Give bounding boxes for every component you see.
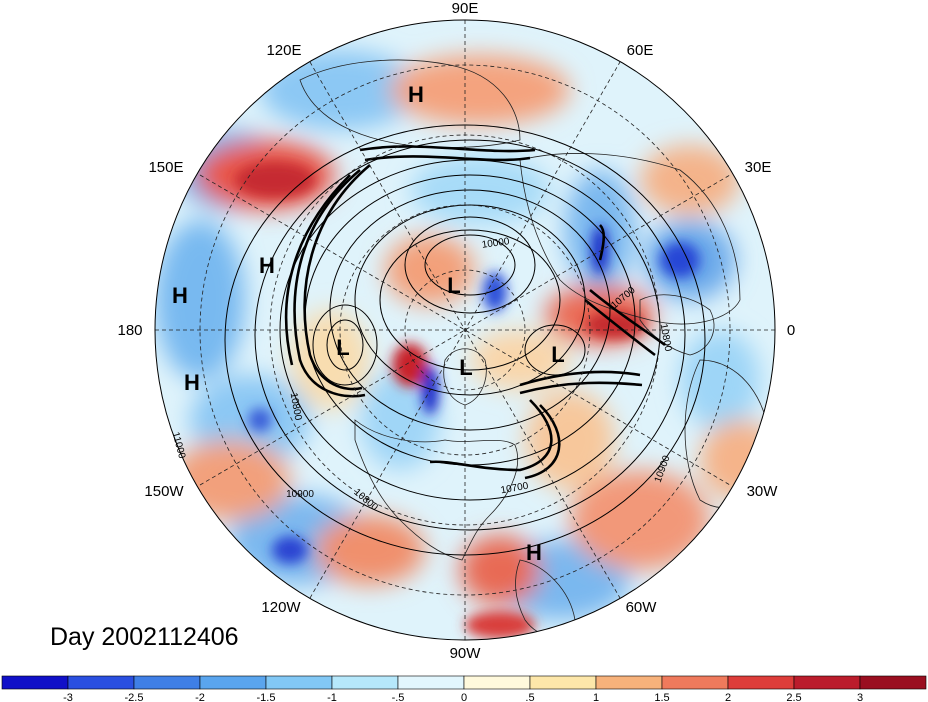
colorbar-swatch (727, 675, 795, 690)
colorbar-tick-label: 1 (593, 692, 599, 702)
colorbar-swatch (331, 675, 399, 690)
map-title: Day 2002112406 (50, 623, 239, 651)
colorbar-tick-label: 2.5 (786, 692, 801, 702)
colorbar-swatch (529, 675, 597, 690)
lon-label-90w: 90W (450, 645, 482, 662)
lon-label-90e: 90E (452, 0, 479, 17)
pressure-centers: H H H H H L L L L (172, 82, 565, 565)
colorbar-swatch (67, 675, 135, 690)
colorbar-tick-label: 3 (857, 692, 863, 702)
pressure-center-high: H (408, 82, 424, 107)
colorbar-tick-label: .5 (525, 692, 534, 702)
coast-asia (299, 59, 521, 148)
pressure-center-high: H (259, 253, 275, 278)
lon-label-120w: 120W (261, 599, 301, 616)
longitude-labels: 90E 120E 60E 150E 30E 180 0 150W 30W 120… (117, 0, 795, 662)
colorbar-tick-label: 2 (725, 692, 731, 702)
colorbar-tick-label: -1.5 (257, 692, 276, 702)
pressure-center-high: H (172, 283, 188, 308)
pressure-center-low: L (551, 342, 564, 367)
coast-eurasia (519, 153, 741, 325)
colorbar-tick-label: -1 (327, 692, 337, 702)
colorbar-swatch (595, 675, 663, 690)
pressure-center-high: H (526, 540, 542, 565)
contour-label: 10700 (500, 481, 530, 497)
colorbar-swatch (397, 675, 465, 690)
colorbar-tick-label: -3 (63, 692, 73, 702)
anomaly-field (155, 20, 775, 640)
lon-label-180: 180 (117, 322, 142, 339)
lon-label-60e: 60E (627, 42, 654, 59)
graticule (155, 20, 775, 640)
pressure-center-low: L (447, 273, 460, 298)
colorbar-tick-label: -2.5 (125, 692, 144, 702)
contour-label: 10800 (658, 323, 674, 353)
lon-label-150e: 150E (148, 159, 183, 176)
pressure-center-low: L (459, 355, 472, 380)
lon-label-60w: 60W (626, 599, 658, 616)
colorbar: -3 -2.5 -2 -1.5 -1 -.5 0 .5 1 1.5 2 2.5 3 (1, 675, 927, 702)
lon-label-30w: 30W (747, 483, 779, 500)
contour-label: 10900 (286, 489, 314, 500)
pressure-center-low: L (336, 335, 349, 360)
lon-label-150w: 150W (144, 483, 184, 500)
colorbar-swatch (793, 675, 861, 690)
contour-label: 10800 (288, 392, 304, 422)
lon-label-0: 0 (787, 322, 795, 339)
colorbar-swatch (133, 675, 201, 690)
colorbar-swatch (661, 675, 729, 690)
colorbar-swatch (463, 675, 531, 690)
colorbar-tick-label: -2 (195, 692, 205, 702)
coast-north-america (354, 419, 519, 561)
lon-label-30e: 30E (745, 159, 772, 176)
colorbar-tick-label: 1.5 (654, 692, 669, 702)
contour-label: 10000 (481, 236, 511, 251)
colorbar-swatch (265, 675, 333, 690)
colorbar-tick-label: -.5 (392, 692, 405, 702)
colorbar-swatch (199, 675, 267, 690)
colorbar-swatch (859, 675, 927, 690)
jet-contours (284, 145, 666, 480)
colorbar-tick-label: 0 (461, 692, 467, 702)
coast-greenland (443, 348, 487, 406)
pressure-center-high: H (184, 370, 200, 395)
colorbar-swatch (1, 675, 69, 690)
lon-label-120e: 120E (266, 42, 301, 59)
map-boundary (154, 19, 776, 641)
